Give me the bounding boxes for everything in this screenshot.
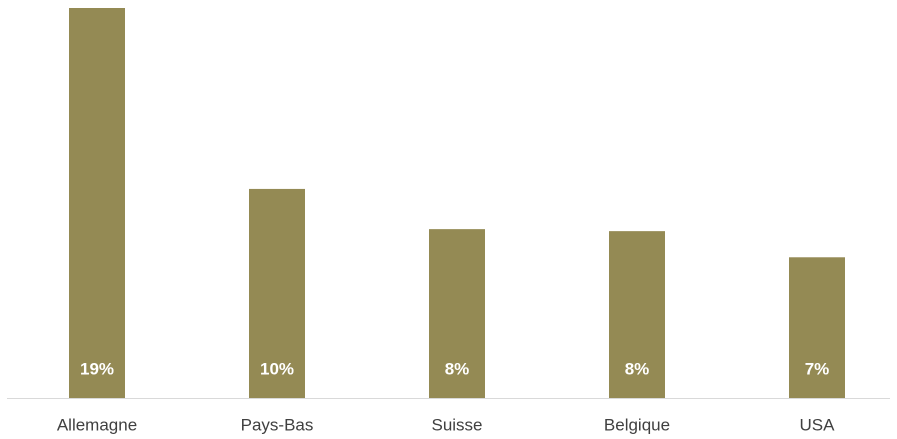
- bar: [69, 8, 125, 398]
- bar: [249, 188, 305, 398]
- value-label: 19%: [80, 359, 114, 378]
- x-tick-label: Pays-Bas: [241, 415, 314, 434]
- value-label: 8%: [625, 359, 650, 378]
- bar: [609, 231, 665, 398]
- bar: [429, 229, 485, 398]
- x-tick-label: Suisse: [431, 415, 482, 434]
- x-tick-label: USA: [800, 415, 836, 434]
- bar: [789, 257, 845, 398]
- value-label: 10%: [260, 359, 294, 378]
- x-tick-label: Belgique: [604, 415, 670, 434]
- value-label: 8%: [445, 359, 470, 378]
- value-label: 7%: [805, 359, 830, 378]
- x-tick-label: Allemagne: [57, 415, 137, 434]
